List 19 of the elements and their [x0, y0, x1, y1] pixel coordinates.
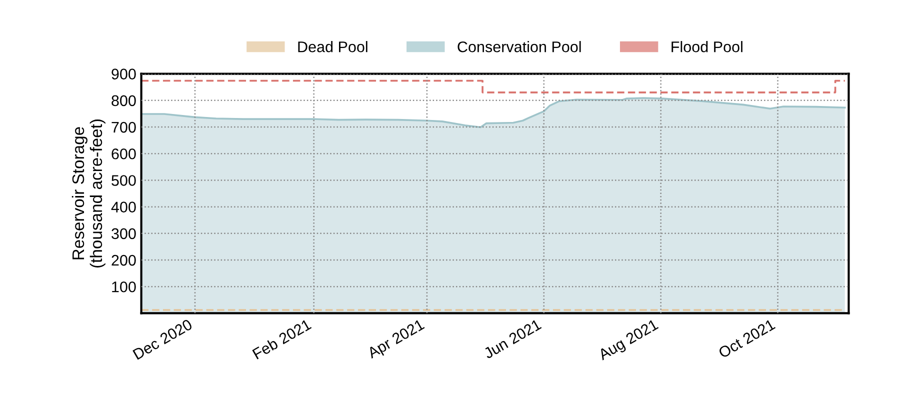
x-tick-label: Feb 2021 [252, 318, 312, 360]
legend-label: Flood Pool [672, 41, 742, 52]
y-tick-label: 100 [112, 281, 136, 292]
y-tick-label: 900 [112, 68, 136, 80]
y-axis-title: Reservoir Storage (thousand acre-feet) [72, 120, 106, 268]
y-tick-label: 700 [112, 122, 136, 133]
y-tick-label: 400 [111, 202, 136, 212]
legend-label: Conservation Pool [458, 41, 581, 52]
y-tick-label: 800 [112, 95, 136, 106]
legend-label: Dead Pool [298, 41, 368, 52]
x-tick-label: Jun 2021 [482, 318, 542, 360]
y-tick-label: 600 [112, 148, 136, 160]
x-tick-label: Oct 2021 [718, 318, 776, 358]
y-tick-label: 300 [112, 228, 136, 240]
y-tick-label: 200 [112, 254, 136, 266]
x-tick-label: Aug 2021 [597, 318, 660, 364]
x-tick-label: Apr 2021 [366, 318, 426, 362]
x-tick-label: Dec 2020 [132, 318, 193, 360]
y-tick-label: 500 [112, 175, 136, 186]
